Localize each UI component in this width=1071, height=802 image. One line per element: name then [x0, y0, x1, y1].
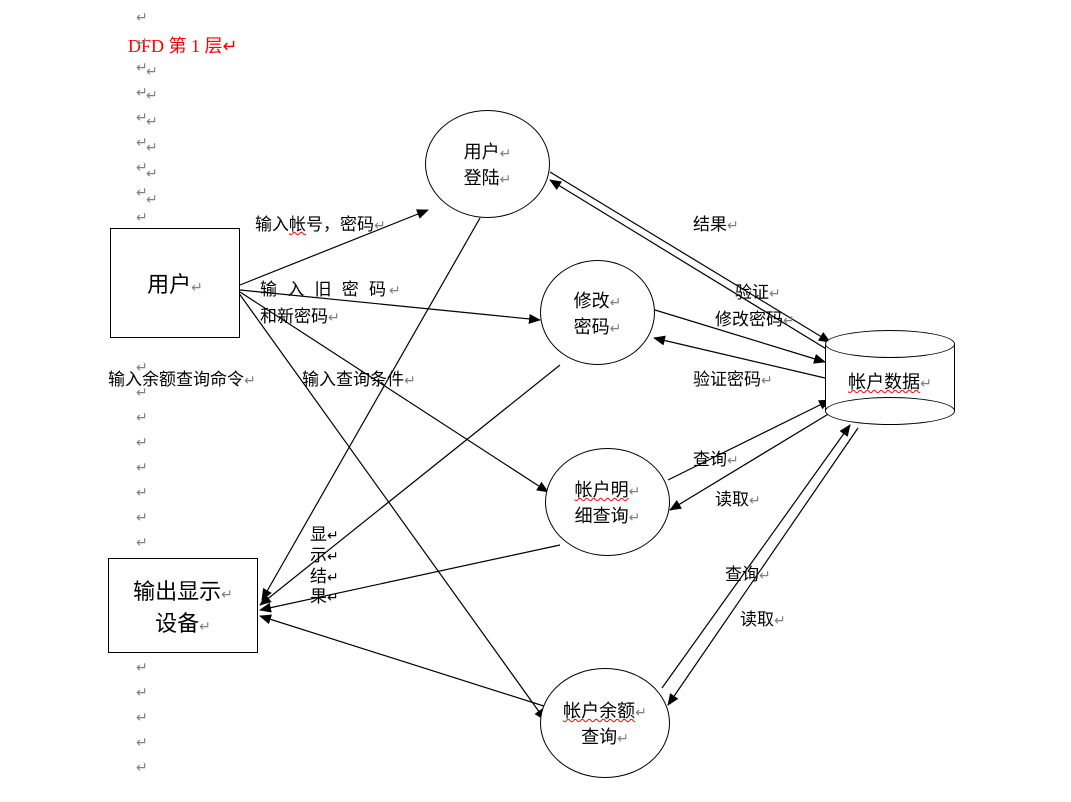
para-mark-icon: ↵ — [146, 114, 158, 131]
entity-output-device: 输出显示↵ 设备↵ — [108, 558, 258, 653]
flow-label-verify-pw: 验证密码↵ — [693, 365, 773, 390]
para-mark-icon: ↵ — [136, 510, 148, 527]
flow-label-verify: 验证↵ — [735, 278, 781, 303]
para-mark-icon: ↵ — [136, 660, 148, 677]
para-mark-icon: ↵ — [146, 140, 158, 157]
para-mark-icon: ↵ — [610, 296, 622, 311]
flow-arrow — [260, 545, 560, 610]
para-mark-icon: ↵ — [136, 210, 148, 227]
para-mark-icon: ↵ — [920, 377, 932, 392]
flow-label-query2: 查询↵ — [725, 560, 771, 585]
flow-arrow — [238, 292, 545, 720]
flow-label-input-old-pw: 输 入 旧 密 码↵ — [260, 275, 404, 300]
para-mark-icon: ↵ — [146, 88, 158, 105]
flow-label-result: 结果↵ — [693, 210, 739, 235]
para-mark-icon: ↵ — [610, 322, 622, 337]
para-mark-icon: ↵ — [223, 36, 238, 56]
flow-label-read1: 读取↵ — [715, 485, 761, 510]
para-mark-icon: ↵ — [136, 685, 148, 702]
para-mark-icon: ↵ — [136, 435, 148, 452]
datastore-account-data: 帐户数据↵ — [825, 330, 955, 425]
process-login: 用户↵ 登陆↵ — [425, 110, 550, 218]
flow-arrow — [662, 425, 850, 688]
para-mark-icon: ↵ — [136, 460, 148, 477]
flow-label-input-account: 输入帐号，密码↵ — [255, 210, 386, 235]
para-mark-icon: ↵ — [629, 511, 641, 526]
flow-label-input-query-cond: 输入查询条件↵ — [302, 365, 416, 390]
para-mark-icon: ↵ — [136, 735, 148, 752]
para-mark-icon: ↵ — [136, 535, 148, 552]
flow-label-query1: 查询↵ — [693, 445, 739, 470]
process-modify-password: 修改↵ 密码↵ — [540, 260, 655, 365]
flow-label-input-balance-cmd: 输入余额查询命令↵ — [108, 365, 256, 390]
para-mark-icon: ↵ — [221, 588, 233, 603]
process-balance-query: 帐户余额↵ 查询↵ — [540, 668, 670, 778]
para-mark-icon: ↵ — [146, 192, 158, 209]
process-detail-query: 帐户明↵ 细查询↵ — [545, 448, 670, 556]
para-mark-icon: ↵ — [136, 485, 148, 502]
flow-label-read2: 读取↵ — [740, 605, 786, 630]
entity-user: 用户↵ — [110, 228, 240, 338]
para-mark-icon: ↵ — [500, 147, 512, 162]
para-mark-icon: ↵ — [191, 281, 203, 296]
para-mark-icon: ↵ — [136, 710, 148, 727]
flow-label-input-new-pw: 和新密码↵ — [260, 302, 340, 327]
para-mark-icon: ↵ — [136, 10, 148, 27]
flow-label-display-result: 显↵ 示↵ 结↵ 果↵ — [310, 525, 339, 608]
para-mark-icon: ↵ — [635, 706, 647, 721]
para-mark-icon: ↵ — [136, 410, 148, 427]
para-mark-icon: ↵ — [500, 173, 512, 188]
para-mark-icon: ↵ — [629, 485, 641, 500]
para-mark-icon: ↵ — [146, 64, 158, 81]
flow-label-modify-pw: 修改密码↵ — [715, 305, 795, 330]
para-mark-icon: ↵ — [199, 620, 211, 635]
flow-arrow — [260, 365, 560, 605]
para-mark-icon: ↵ — [146, 166, 158, 183]
para-mark-icon: ↵ — [136, 35, 148, 52]
para-mark-icon: ↵ — [136, 760, 148, 777]
para-mark-icon: ↵ — [617, 732, 629, 747]
flow-arrow — [260, 616, 550, 708]
